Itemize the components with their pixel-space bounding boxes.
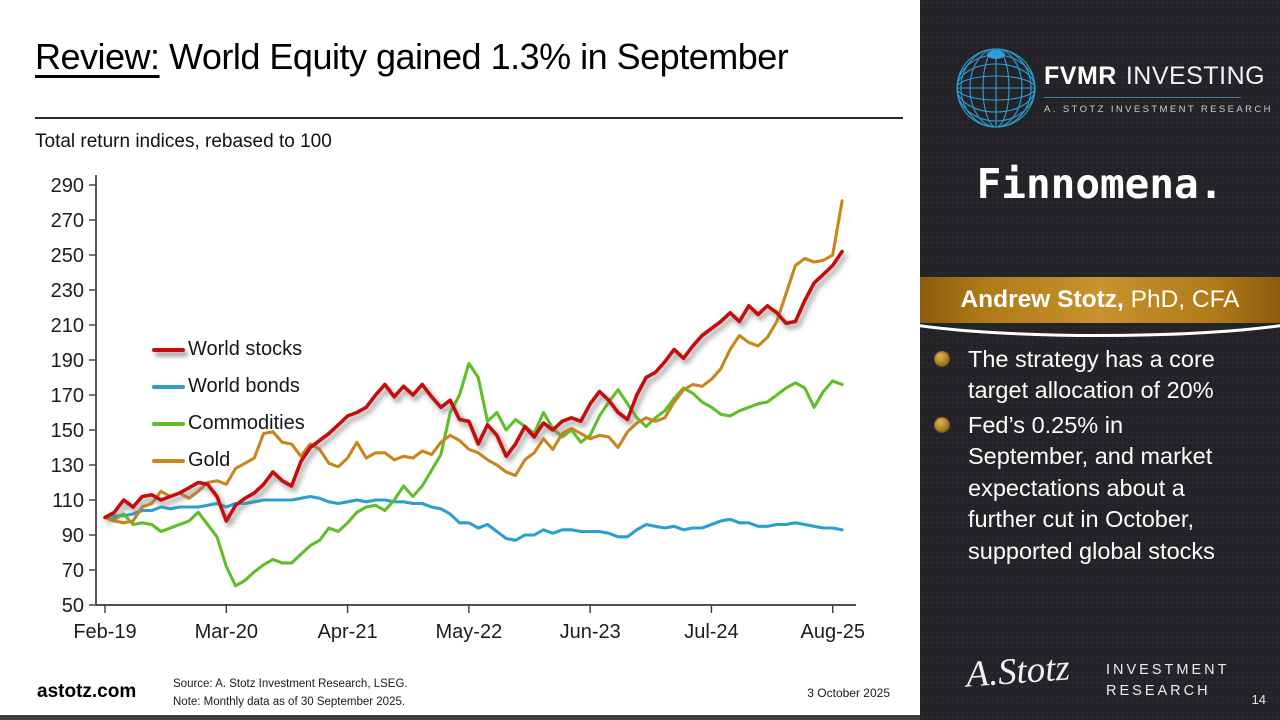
globe-icon bbox=[956, 48, 1036, 128]
y-tick-label: 130 bbox=[51, 455, 84, 477]
brand-name-light: INVESTING bbox=[1125, 62, 1266, 90]
series-line-gold bbox=[103, 199, 844, 525]
x-tick-label: May-22 bbox=[436, 621, 503, 643]
chart-canvas: 50 70 90 110 130 150 170 190 210 230 250 270 290 Feb-… bbox=[51, 175, 865, 643]
y-tick-label: 170 bbox=[51, 385, 84, 407]
source-note: Source: A. Stotz Investment Research, LS… bbox=[173, 675, 408, 712]
bullet-item: Fed’s 0.25% in September, and market exp… bbox=[934, 410, 1274, 567]
note-line: Note: Monthly data as of 30 September 20… bbox=[173, 696, 406, 709]
legend-item-world-bonds: World bonds bbox=[152, 368, 305, 405]
legend-item-world-stocks: World stocks bbox=[152, 331, 305, 368]
brand-text: FVMR INVESTING A. STOTZ INVESTMENT RESEAR… bbox=[1044, 62, 1273, 115]
brand-subtitle: A. STOTZ INVESTMENT RESEARCH bbox=[1044, 104, 1273, 115]
x-tick-label: Feb-19 bbox=[73, 621, 136, 643]
source-line: Source: A. Stotz Investment Research, LS… bbox=[173, 678, 408, 690]
gold-sphere-bullet-icon bbox=[934, 351, 950, 367]
brand-divider bbox=[1044, 97, 1241, 98]
y-tick-label: 150 bbox=[51, 420, 84, 442]
y-tick-label: 190 bbox=[51, 350, 84, 372]
author-banner: Andrew Stotz, PhD, CFA bbox=[920, 277, 1280, 323]
banner-swoosh bbox=[920, 324, 1280, 337]
bullet-item: The strategy has a core target allocatio… bbox=[934, 344, 1274, 407]
x-tick-label: Jul-24 bbox=[684, 621, 738, 643]
astotz-footer-logo: A.Stotz INVESTMENT RESEARCH 14 bbox=[920, 647, 1280, 720]
author-name: Andrew Stotz, bbox=[960, 286, 1124, 313]
legend-item-commodities: Commodities bbox=[152, 405, 305, 442]
page-number: 14 bbox=[1251, 692, 1266, 707]
y-tick-label: 250 bbox=[51, 245, 84, 267]
legend-label: Gold bbox=[188, 449, 231, 471]
footer-logo-line2: RESEARCH bbox=[1106, 683, 1211, 700]
gold-sphere-bullet-icon bbox=[934, 416, 950, 433]
bullet-text: Fed’s 0.25% in September, and market exp… bbox=[968, 411, 1215, 564]
finnomena-logo: Finnomena. bbox=[976, 160, 1224, 208]
slide-date: 3 October 2025 bbox=[807, 686, 890, 700]
x-tick-label: Mar-20 bbox=[195, 621, 258, 643]
y-tick-label: 110 bbox=[52, 490, 84, 512]
sidebar: FVMR INVESTING A. STOTZ INVESTMENT RESEAR… bbox=[920, 0, 1280, 720]
legend-label: Commodities bbox=[188, 412, 305, 434]
y-tick-label: 50 bbox=[62, 595, 84, 617]
legend-label: World bonds bbox=[188, 375, 300, 397]
y-tick-label: 90 bbox=[62, 525, 84, 547]
brand-name-bold: FVMR bbox=[1044, 62, 1117, 90]
title-review-label: Review: bbox=[35, 36, 160, 77]
legend-swatch bbox=[152, 421, 185, 426]
legend-label: World stocks bbox=[188, 338, 303, 360]
bullet-text: The strategy has a core target allocatio… bbox=[968, 346, 1215, 404]
page-title: Review: World Equity gained 1.3% in Sept… bbox=[35, 36, 915, 78]
legend-item-gold: Gold bbox=[152, 442, 305, 479]
y-tick-label: 290 bbox=[51, 175, 84, 197]
x-tick-label: Aug-25 bbox=[800, 621, 865, 643]
legend-swatch bbox=[152, 384, 185, 389]
y-tick-label: 230 bbox=[51, 280, 84, 302]
footer-logo-text: INVESTMENT RESEARCH bbox=[1106, 660, 1229, 702]
website-link: astotz.com bbox=[37, 681, 137, 702]
bullet-list: The strategy has a core target allocatio… bbox=[934, 344, 1274, 570]
bottom-edge-strip bbox=[0, 715, 920, 720]
series-line-commodities bbox=[103, 361, 844, 588]
series-line-world-bonds bbox=[103, 494, 844, 542]
fvmr-header: FVMR INVESTING A. STOTZ INVESTMENT RESEAR… bbox=[920, 0, 1280, 150]
author-credentials: PhD, CFA bbox=[1123, 286, 1240, 313]
footer-logo-line1: INVESTMENT bbox=[1106, 662, 1230, 678]
signature-logo: A.Stotz bbox=[964, 647, 1072, 696]
title-text: World Equity gained 1.3% in September bbox=[159, 36, 789, 77]
y-tick-label: 70 bbox=[62, 560, 84, 582]
legend-swatch bbox=[152, 458, 185, 463]
legend-swatch bbox=[152, 347, 185, 352]
chart-legend: World stocks World bonds Commodities Gold bbox=[152, 331, 305, 479]
slide-body: Review: World Equity gained 1.3% in Sept… bbox=[0, 36, 920, 720]
x-tick-label: Jun-23 bbox=[560, 621, 621, 643]
y-tick-label: 210 bbox=[51, 315, 84, 337]
line-chart: 50 70 90 110 130 150 170 190 210 230 250 270 290 Feb-… bbox=[0, 150, 920, 670]
series-line-world-stocks bbox=[103, 249, 844, 523]
y-tick-label: 270 bbox=[51, 210, 84, 232]
chart-heading: Total return indices, rebased to 100 bbox=[35, 131, 332, 152]
x-tick-label: Apr-21 bbox=[318, 621, 378, 643]
title-divider bbox=[35, 117, 903, 119]
